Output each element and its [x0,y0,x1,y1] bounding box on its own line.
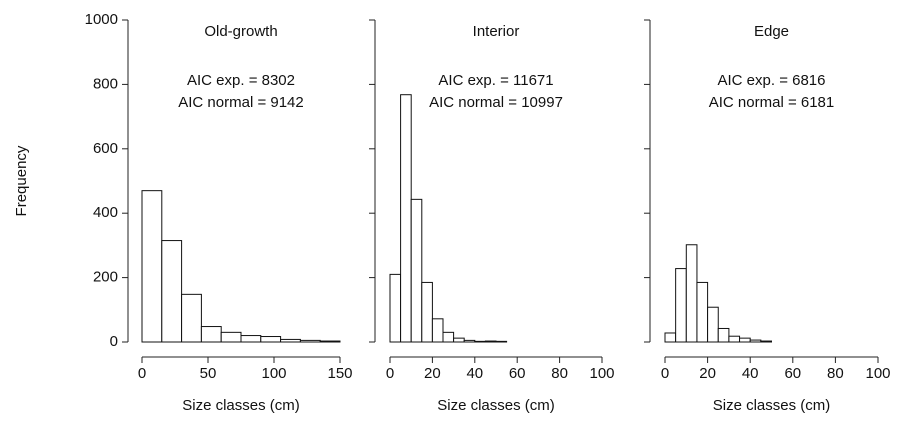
y-tick-label: 1000 [85,11,118,28]
bar [200,326,222,343]
x-axis-label: Size classes (cm) [713,397,831,414]
bar [141,190,163,343]
x-tick-label: 100 [865,365,890,382]
bar [484,340,497,343]
bar [181,293,202,343]
bar [728,335,741,343]
y-tick-label: 600 [93,140,118,157]
bar [717,327,730,343]
bar [463,339,476,343]
annotation: AIC exp. = 11671 [438,72,553,89]
x-tick-label: 0 [661,365,669,382]
x-tick-label: 150 [327,365,352,382]
x-tick-label: 80 [551,365,568,382]
x-tick-label: 60 [784,365,801,382]
y-axis-label: Frequency [13,145,30,216]
bar [260,336,282,343]
bar [685,244,698,343]
panel-title: Edge [754,23,789,40]
x-tick-label: 100 [589,365,614,382]
bar [707,306,719,343]
bar [240,335,262,343]
annotation: AIC normal = 10997 [429,94,563,111]
y-tick-label: 800 [93,75,118,92]
x-tick-label: 20 [699,365,716,382]
y-tick-label: 200 [93,269,118,286]
bar [389,273,402,343]
x-axis-label: Size classes (cm) [182,397,300,414]
bar [319,340,341,343]
x-tick-label: 100 [261,365,286,382]
bar [299,339,321,343]
bar [495,340,508,343]
x-tick-label: 80 [827,365,844,382]
bar [431,318,444,343]
x-tick-label: 0 [386,365,394,382]
bar [739,337,751,343]
bar [442,331,455,343]
bar [474,340,486,343]
bar [421,281,433,343]
x-tick-label: 40 [466,365,483,382]
bar [696,281,709,343]
x-axis-label: Size classes (cm) [437,397,555,414]
bar [280,338,301,343]
bar [453,337,465,343]
annotation: AIC normal = 9142 [178,94,304,111]
bar [220,331,242,343]
x-tick-label: 20 [424,365,441,382]
panel-title: Interior [473,23,520,40]
bar [400,94,412,343]
bar [664,332,677,343]
y-tick-label: 0 [110,333,118,350]
bar [410,198,423,343]
annotation: AIC normal = 6181 [709,94,835,111]
x-tick-label: 0 [138,365,146,382]
bar [675,268,687,343]
panel-title: Old-growth [204,23,277,40]
bar [749,339,762,343]
x-tick-label: 40 [742,365,759,382]
x-tick-label: 60 [509,365,526,382]
x-tick-label: 50 [200,365,217,382]
bar [760,340,772,343]
y-tick-label: 400 [93,204,118,221]
bar [161,240,183,343]
annotation: AIC exp. = 8302 [187,72,295,89]
annotation: AIC exp. = 6816 [718,72,826,89]
